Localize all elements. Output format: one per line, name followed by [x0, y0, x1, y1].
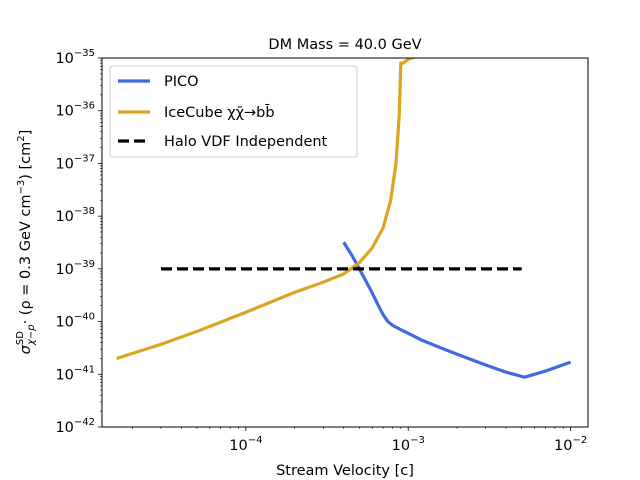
y-label-sigma: σ — [18, 344, 34, 354]
series-layer — [116, 58, 572, 379]
chart-title: DM Mass = 40.0 GeV — [268, 37, 421, 53]
y-tick-label: 10−38 — [55, 206, 95, 225]
plot-area — [101, 57, 589, 428]
y-label-rest: · (ρ = 0.3 GeV cm — [18, 195, 34, 325]
y-label-rest2-sup: 2 — [16, 135, 27, 141]
y-tick-label: 10−40 — [55, 312, 95, 331]
legend: PICO IceCube χχ̄→bb̄ Halo VDF Independen… — [109, 65, 358, 158]
y-axis: 10−42 10−41 10−40 10−39 10−38 10−37 10−36 10−35 — [55, 48, 102, 436]
y-label-rest-sup: −3 — [16, 180, 27, 195]
legend-label-halo: Halo VDF Independent — [164, 134, 328, 150]
y-label-rest3: ] — [18, 130, 34, 136]
y-tick-label: 10−37 — [55, 153, 95, 172]
y-tick-label: 10−36 — [55, 101, 95, 120]
legend-label-pico: PICO — [164, 74, 199, 90]
legend-box — [109, 65, 358, 158]
series-pico — [342, 241, 572, 379]
y-tick-label: 10−35 — [55, 48, 95, 67]
x-tick-label: 10−3 — [392, 435, 425, 454]
axes-frame — [101, 57, 589, 428]
y-axis-label: σSDχ−p· (ρ = 0.3 GeV cm−3) [cm2] — [15, 130, 37, 355]
x-tick-label: 10−2 — [554, 435, 587, 454]
y-tick-label: 10−41 — [55, 364, 95, 383]
series-icecube — [116, 58, 416, 360]
legend-label-icecube: IceCube χχ̄→bb̄ — [164, 103, 275, 121]
x-tick-label: 10−4 — [229, 435, 262, 454]
y-tick-label: 10−39 — [55, 259, 95, 278]
y-label-rest2: ) [cm — [18, 142, 34, 180]
y-tick-label: 10−42 — [55, 417, 95, 436]
x-axis: 10−4 10−3 10−2 — [132, 427, 587, 454]
y-label-sub: χ−p — [26, 324, 37, 346]
y-label-sup: SD — [15, 331, 26, 345]
x-axis-label: Stream Velocity [c] — [276, 463, 414, 479]
